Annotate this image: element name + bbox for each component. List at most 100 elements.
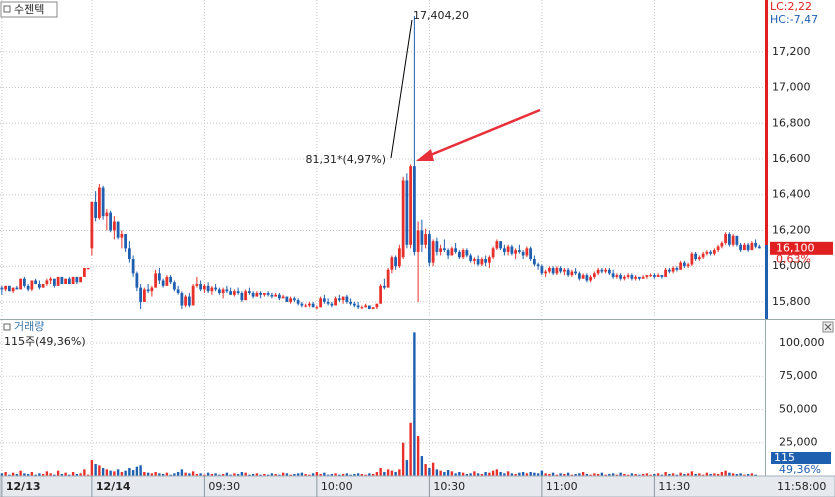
candle-body xyxy=(589,276,593,281)
candle-body xyxy=(664,269,668,277)
volume-bar xyxy=(563,474,566,476)
volume-bar xyxy=(446,470,450,476)
arrow-shaft xyxy=(427,108,541,158)
candle-body xyxy=(390,257,394,270)
candle-body xyxy=(79,276,83,283)
volume-bar xyxy=(398,469,401,476)
volume-bar xyxy=(19,470,22,476)
y-tick-label: 75,000 xyxy=(779,369,818,382)
candle-body xyxy=(559,267,563,272)
candle-body xyxy=(585,275,589,281)
x-tick-label: 09:30 xyxy=(208,480,240,493)
volume-bar xyxy=(548,474,551,476)
y-tick-label: 17,000 xyxy=(772,81,811,94)
candle-body xyxy=(615,275,619,277)
candle-body xyxy=(262,292,266,295)
volume-bar xyxy=(26,474,30,476)
candle-body xyxy=(105,212,109,217)
volume-bar xyxy=(135,466,139,476)
volume-bar xyxy=(94,464,97,476)
candle-body xyxy=(371,307,375,310)
candle-body xyxy=(172,282,176,290)
candle-body xyxy=(244,291,248,301)
volume-bar xyxy=(716,474,720,476)
volume-bar xyxy=(428,468,431,476)
candle-body xyxy=(525,248,529,256)
volume-bar xyxy=(143,472,146,476)
volume-bar xyxy=(113,471,116,476)
candle-body xyxy=(712,250,716,254)
last-price-label: 16,100 xyxy=(776,241,815,254)
candle-body xyxy=(15,287,19,290)
candle-body xyxy=(307,303,311,306)
volume-bar xyxy=(458,472,461,476)
candle-body xyxy=(739,244,743,251)
volume-bar xyxy=(675,474,679,476)
candle-body xyxy=(510,246,514,254)
candle-body xyxy=(86,267,90,269)
volume-bar xyxy=(8,474,11,476)
candle-body xyxy=(502,248,506,252)
volume-bar xyxy=(705,472,709,476)
candle-body xyxy=(214,287,218,290)
volume-bar xyxy=(480,474,484,476)
volume-title: 거래량 xyxy=(14,320,44,333)
volume-bar xyxy=(131,470,135,476)
candle-body xyxy=(315,307,319,309)
volume-bar xyxy=(281,472,285,476)
candle-body xyxy=(746,244,750,251)
x-tick-label: 11:00 xyxy=(546,480,578,493)
volume-bar xyxy=(679,472,682,476)
volume-bar xyxy=(83,469,86,476)
candle-body xyxy=(285,296,289,302)
candle-body xyxy=(600,269,604,272)
candle-body xyxy=(427,234,431,263)
candle-body xyxy=(577,273,581,279)
candle-body xyxy=(90,201,94,249)
candle-body xyxy=(206,285,210,292)
volume-bar xyxy=(401,442,405,476)
volume-bar xyxy=(68,474,71,476)
candle-body xyxy=(94,201,98,218)
candle-body xyxy=(652,275,656,277)
volume-bar xyxy=(334,473,337,476)
candle-body xyxy=(727,234,731,245)
volume-bar xyxy=(360,474,364,476)
candle-body xyxy=(401,180,405,258)
volume-bar xyxy=(240,472,244,476)
candle-body xyxy=(521,251,525,256)
candle-body xyxy=(619,275,623,279)
candle-body xyxy=(701,253,705,258)
candle-body xyxy=(311,303,315,308)
title-icon xyxy=(3,5,11,13)
volume-bar xyxy=(540,470,544,476)
candle-body xyxy=(30,280,34,290)
volume-bar xyxy=(124,470,127,476)
volume-icon xyxy=(3,323,11,331)
volume-bar xyxy=(311,473,315,476)
candle-body xyxy=(397,248,401,267)
candle-body xyxy=(671,267,675,272)
volume-bar xyxy=(353,474,356,476)
volume-bar xyxy=(529,472,532,476)
candle-body xyxy=(409,166,413,245)
volume-bar xyxy=(41,474,45,476)
candle-body xyxy=(135,273,139,288)
candle-body xyxy=(630,275,634,279)
candle-body xyxy=(274,294,278,297)
candle-body xyxy=(326,301,330,304)
candle-body xyxy=(217,289,221,293)
volume-bar xyxy=(585,474,589,476)
volume-bar xyxy=(473,471,476,476)
candle-body xyxy=(461,250,465,258)
volume-bar xyxy=(469,473,472,476)
indicator-label: LC:2,22 xyxy=(770,0,812,13)
volume-bar xyxy=(686,473,690,476)
candle-body xyxy=(551,267,555,274)
volume-bar xyxy=(98,465,101,476)
volume-bar xyxy=(64,472,67,476)
volume-bar xyxy=(225,472,229,476)
volume-bar xyxy=(173,473,176,476)
price-band-up xyxy=(765,0,768,245)
